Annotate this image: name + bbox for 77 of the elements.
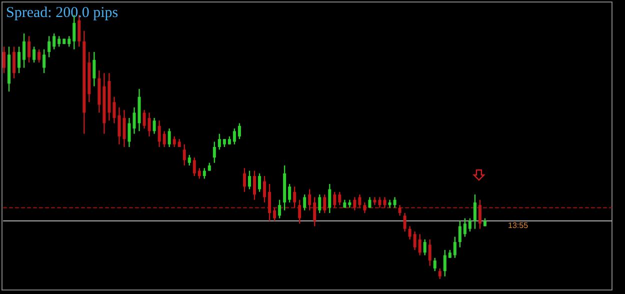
candlestick	[253, 170, 256, 200]
candlestick	[202, 168, 206, 180]
candlestick	[152, 117, 156, 134]
candlestick	[293, 186, 296, 208]
candlestick	[58, 36, 61, 48]
candlestick	[198, 168, 201, 180]
candlestick	[12, 46, 16, 79]
candlestick	[122, 109, 126, 148]
candlestick	[403, 212, 406, 232]
candlestick	[42, 48, 46, 74]
candlestick	[162, 130, 166, 148]
candlestick	[172, 136, 176, 148]
candlestick	[433, 257, 436, 272]
candlestick	[242, 168, 246, 192]
candlestick	[182, 144, 186, 166]
candlestick	[28, 36, 31, 64]
candlestick	[22, 32, 26, 68]
candlestick	[248, 170, 251, 190]
candlestick	[268, 183, 272, 222]
candlestick	[473, 194, 476, 230]
candlestick	[398, 204, 402, 216]
candlestick	[458, 220, 462, 248]
candlestick	[212, 141, 216, 164]
candlestick	[328, 183, 332, 214]
candlestick	[463, 218, 466, 238]
candlestick	[273, 207, 276, 222]
candlestick	[48, 36, 51, 58]
candlestick	[338, 191, 342, 206]
candlestick	[132, 106, 136, 134]
candlestick	[2, 46, 6, 74]
candlestick	[112, 96, 116, 124]
candlestick	[423, 238, 426, 256]
candlestick	[378, 196, 382, 208]
candlestick	[288, 183, 292, 204]
candlestick	[218, 133, 221, 150]
candlestick	[323, 194, 326, 214]
candlestick	[478, 199, 482, 230]
candlestick	[18, 46, 21, 74]
candlestick	[353, 196, 356, 211]
candlestick	[92, 51, 96, 87]
candlestick	[263, 175, 266, 204]
candlestick	[383, 196, 386, 208]
candlestick	[278, 199, 282, 219]
candlestick	[52, 32, 56, 50]
candlestick	[438, 268, 442, 280]
candlestick	[393, 196, 396, 208]
candlestick	[238, 122, 241, 140]
candlestick	[232, 128, 236, 145]
candlestick	[428, 238, 432, 266]
candlestick	[308, 188, 312, 211]
candlestick	[298, 199, 302, 224]
candlestick	[453, 236, 456, 258]
candlestick	[443, 249, 446, 277]
candlestick	[258, 172, 262, 192]
candlestick	[358, 194, 362, 208]
candlestick	[32, 46, 36, 64]
candlestick	[333, 191, 336, 208]
candlestick	[413, 230, 416, 251]
candlestick	[313, 196, 316, 227]
candlestick	[148, 112, 151, 138]
candlestick	[418, 234, 422, 256]
candlestick	[188, 154, 191, 166]
chart-title: Spread: 200.0 pips	[6, 5, 118, 21]
candlestick	[142, 109, 146, 130]
candlestick	[118, 106, 121, 145]
candlestick	[363, 202, 366, 214]
candlestick	[158, 120, 161, 148]
candlestick	[192, 156, 196, 177]
candlestick	[318, 194, 322, 214]
candlestick	[468, 218, 472, 232]
candlestick	[408, 226, 412, 240]
candlestick	[303, 194, 306, 211]
candlestick	[38, 48, 41, 64]
candlestick	[128, 117, 131, 148]
text: 13:55	[508, 221, 529, 230]
candlestick	[68, 36, 71, 48]
candlestick	[168, 128, 171, 148]
